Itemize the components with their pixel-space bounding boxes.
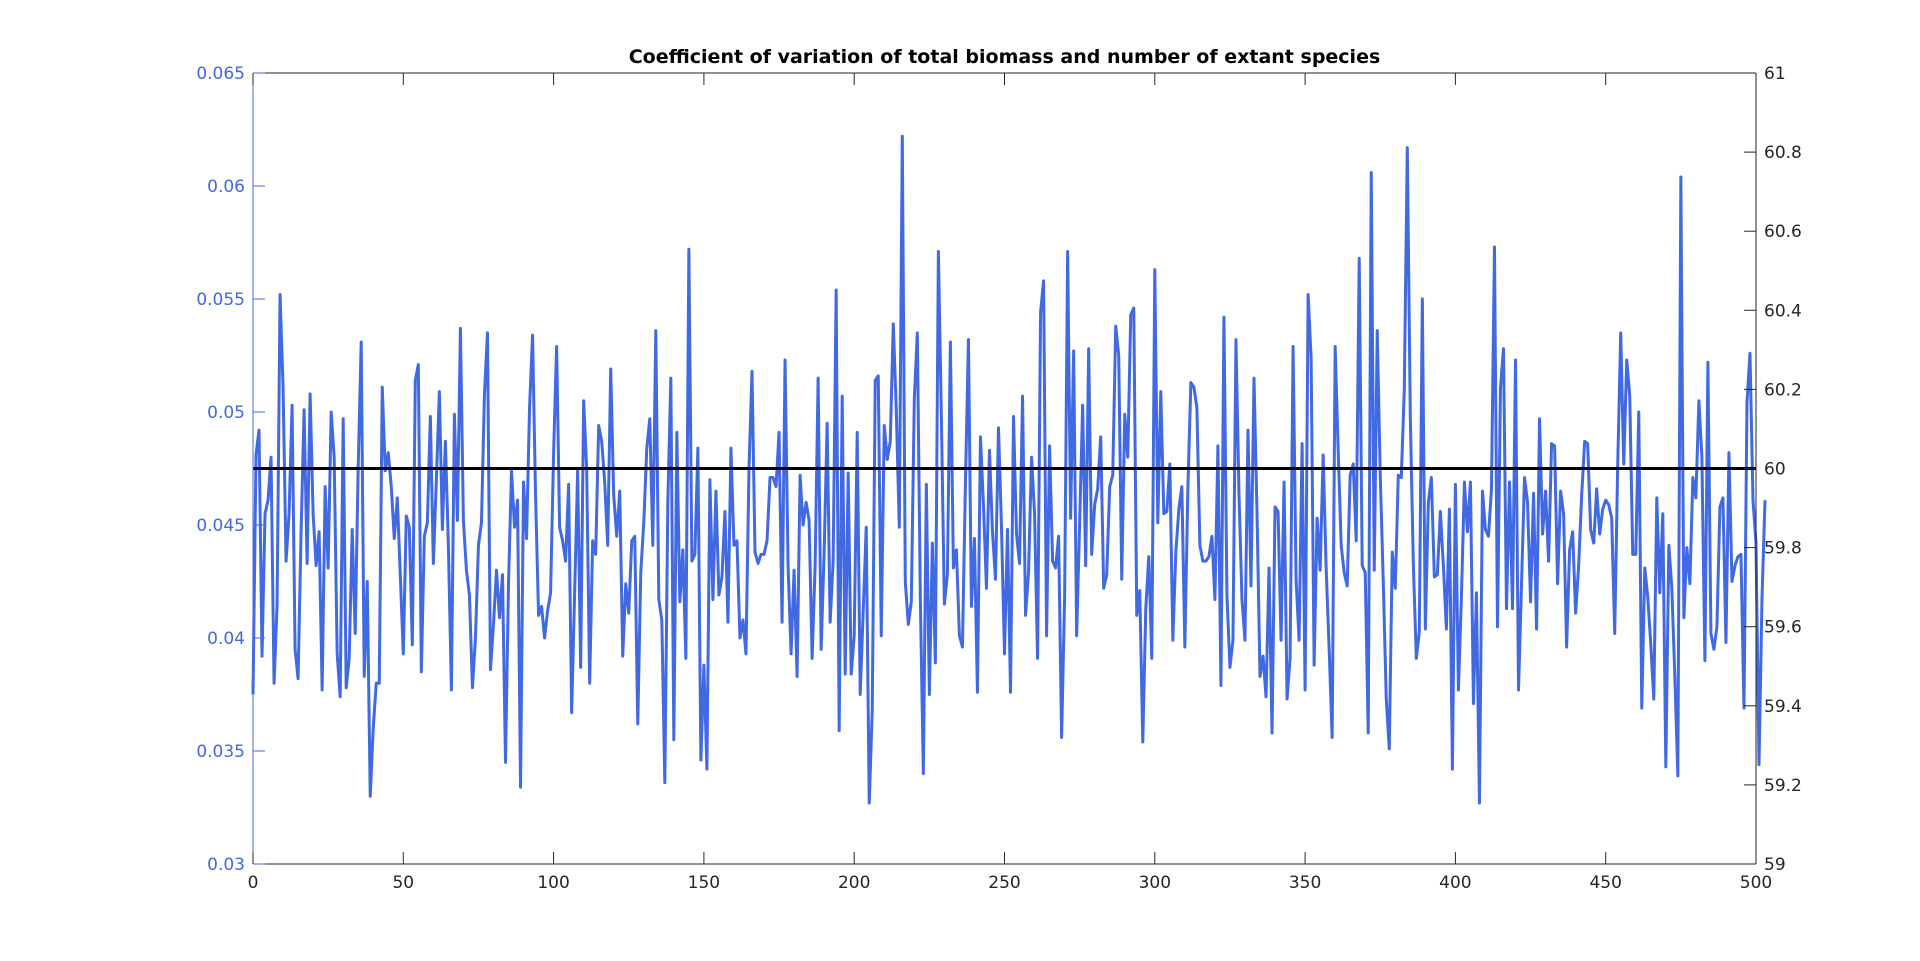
axes: 0 50 100 150 200 250 300 350 400 450 500 0.03 0.035 0…	[196, 64, 1802, 893]
x-tick-label: 300	[1139, 873, 1171, 893]
right-y-tick-label: 59	[1764, 855, 1786, 875]
right-y-tick-label: 59.8	[1764, 539, 1802, 559]
x-tick-label: 400	[1439, 873, 1471, 893]
left-y-tick-label: 0.04	[207, 629, 245, 649]
right-y-tick-label: 59.6	[1764, 618, 1802, 638]
right-y-tick-label: 59.4	[1764, 697, 1802, 717]
right-y-tick-label: 60.8	[1764, 143, 1802, 163]
right-y-tick-label: 60	[1764, 460, 1786, 480]
left-y-tick-label: 0.03	[207, 855, 245, 875]
right-y-tick-label: 60.6	[1764, 222, 1802, 242]
x-tick-label: 150	[688, 873, 720, 893]
x-tick-label: 0	[248, 873, 259, 893]
x-tick-label: 450	[1589, 873, 1621, 893]
left-y-tick-label: 0.05	[207, 403, 245, 423]
x-tick-label: 350	[1289, 873, 1321, 893]
x-tick-label: 50	[392, 873, 414, 893]
left-y-tick-label: 0.055	[196, 290, 245, 310]
right-y-tick-label: 60.4	[1764, 301, 1802, 321]
left-y-tick-label: 0.065	[196, 64, 245, 84]
left-y-tick-label: 0.035	[196, 742, 245, 762]
x-tick-label: 500	[1740, 873, 1772, 893]
left-y-tick-label: 0.06	[207, 177, 245, 197]
x-tick-label: 100	[537, 873, 569, 893]
cv-biomass-series-line	[251, 134, 1767, 805]
right-y-tick-label: 59.2	[1764, 776, 1802, 796]
x-tick-label: 200	[838, 873, 870, 893]
right-y-tick-label: 60.2	[1764, 380, 1802, 400]
left-y-tick-label: 0.045	[196, 516, 245, 536]
right-y-tick-label: 61	[1764, 64, 1786, 84]
chart-title: Coefficient of variation of total biomas…	[629, 46, 1381, 68]
plot-area	[251, 134, 1767, 805]
x-tick-label: 250	[988, 873, 1020, 893]
